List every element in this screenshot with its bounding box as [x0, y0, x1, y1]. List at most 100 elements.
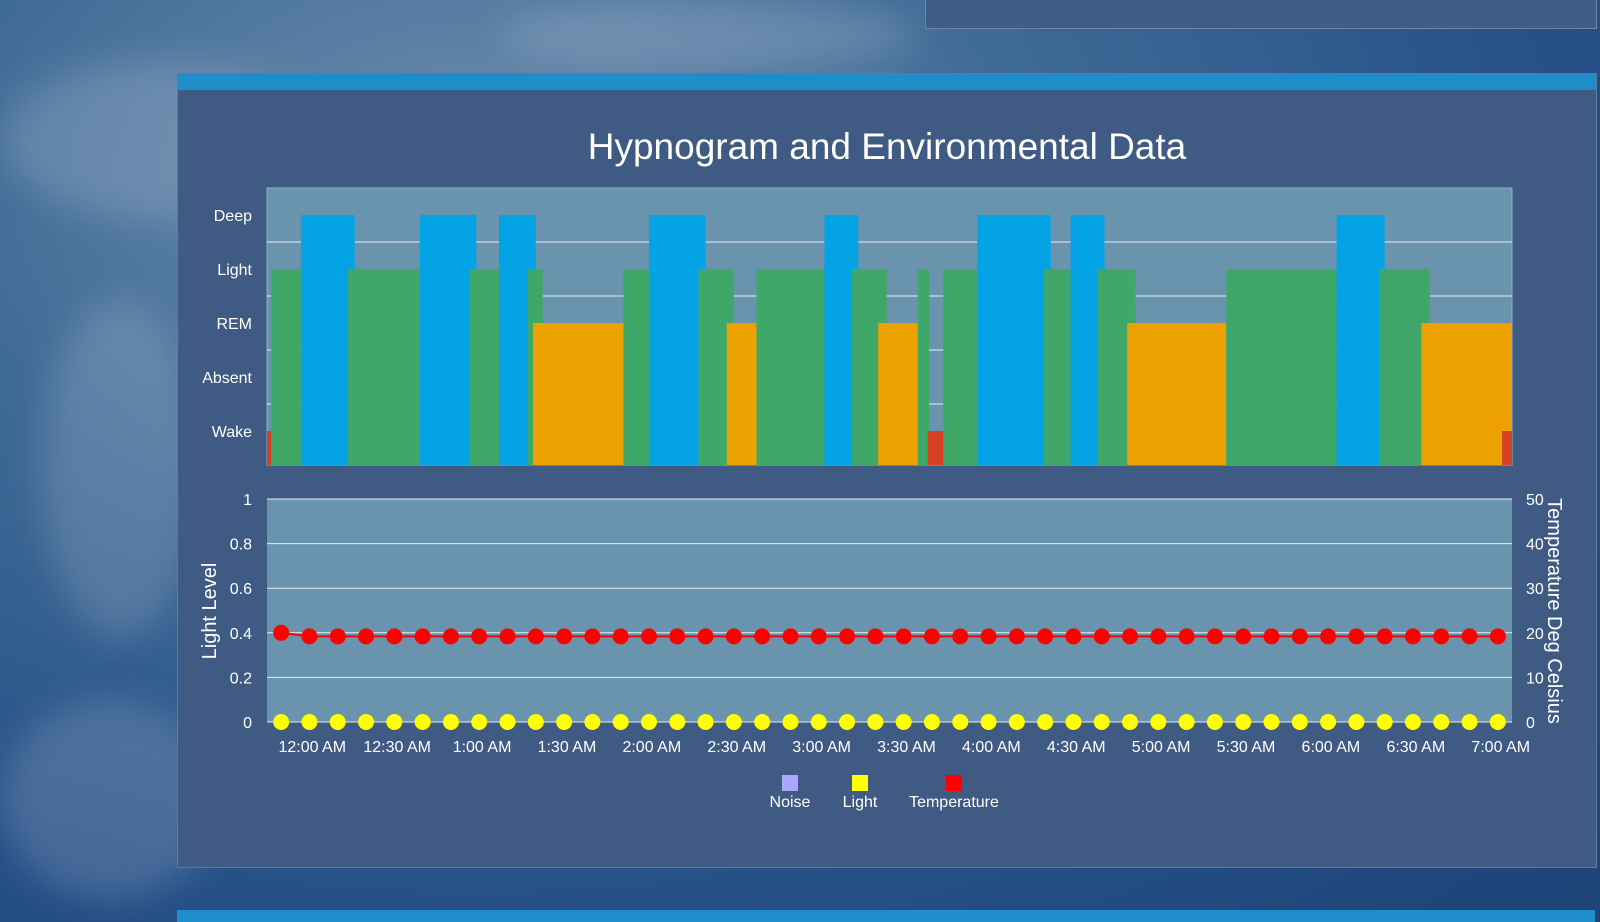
light-point[interactable]: [1206, 714, 1223, 730]
light-point[interactable]: [1461, 714, 1478, 730]
temperature-point[interactable]: [754, 628, 771, 645]
light-point[interactable]: [1320, 714, 1337, 730]
hypnogram-bar-light[interactable]: [1043, 269, 1071, 465]
hypnogram-bar-light[interactable]: [1226, 269, 1337, 465]
temperature-point[interactable]: [1150, 628, 1167, 645]
temperature-point[interactable]: [1093, 628, 1110, 645]
temperature-point[interactable]: [1404, 628, 1421, 645]
legend-noise-label[interactable]: Noise: [770, 794, 811, 811]
light-point[interactable]: [810, 714, 827, 730]
hypnogram-bar-light[interactable]: [469, 269, 500, 465]
light-point[interactable]: [754, 714, 771, 730]
light-point[interactable]: [471, 714, 488, 730]
hypnogram-bar-deep[interactable]: [977, 215, 1051, 465]
light-point[interactable]: [640, 714, 657, 730]
light-point[interactable]: [556, 714, 573, 730]
temperature-point[interactable]: [1461, 628, 1478, 645]
light-point[interactable]: [329, 714, 346, 730]
temperature-point[interactable]: [584, 628, 601, 645]
legend-light-swatch[interactable]: [852, 775, 868, 791]
hypnogram-bar-light[interactable]: [917, 269, 930, 465]
light-point[interactable]: [358, 714, 375, 730]
light-point[interactable]: [1489, 714, 1506, 730]
temperature-point[interactable]: [952, 628, 969, 645]
hypnogram-bar-deep[interactable]: [648, 215, 706, 465]
light-point[interactable]: [386, 714, 403, 730]
light-point[interactable]: [414, 714, 431, 730]
temperature-point[interactable]: [1065, 628, 1082, 645]
temperature-point[interactable]: [1037, 628, 1054, 645]
temperature-point[interactable]: [527, 628, 544, 645]
light-point[interactable]: [1291, 714, 1308, 730]
temperature-point[interactable]: [1206, 628, 1223, 645]
hypnogram-bar-deep[interactable]: [300, 215, 355, 465]
temperature-point[interactable]: [556, 628, 573, 645]
temperature-point[interactable]: [1122, 628, 1139, 645]
temperature-point[interactable]: [273, 624, 290, 641]
temperature-point[interactable]: [980, 628, 997, 645]
light-point[interactable]: [697, 714, 714, 730]
light-point[interactable]: [952, 714, 969, 730]
light-point[interactable]: [895, 714, 912, 730]
light-point[interactable]: [1122, 714, 1139, 730]
hypnogram-bar-deep[interactable]: [419, 215, 477, 465]
hypnogram-bar-rem[interactable]: [878, 323, 918, 465]
hypnogram-bar-deep[interactable]: [1336, 215, 1385, 465]
hypnogram-bar-light[interactable]: [347, 269, 420, 465]
light-point[interactable]: [499, 714, 516, 730]
temperature-point[interactable]: [329, 628, 346, 645]
temperature-point[interactable]: [1348, 628, 1365, 645]
temperature-point[interactable]: [471, 628, 488, 645]
light-point[interactable]: [1093, 714, 1110, 730]
light-point[interactable]: [839, 714, 856, 730]
temperature-point[interactable]: [810, 628, 827, 645]
hypnogram-bar-light[interactable]: [1379, 269, 1430, 465]
temperature-point[interactable]: [697, 628, 714, 645]
hypnogram-bar-light[interactable]: [756, 269, 825, 465]
light-point[interactable]: [1348, 714, 1365, 730]
light-point[interactable]: [1150, 714, 1167, 730]
temperature-point[interactable]: [1263, 628, 1280, 645]
light-point[interactable]: [725, 714, 742, 730]
legend-noise-swatch[interactable]: [782, 775, 798, 791]
temperature-point[interactable]: [612, 628, 629, 645]
legend-temperature-swatch[interactable]: [946, 775, 962, 791]
light-point[interactable]: [612, 714, 629, 730]
light-point[interactable]: [1404, 714, 1421, 730]
light-point[interactable]: [1376, 714, 1393, 730]
temperature-point[interactable]: [1376, 628, 1393, 645]
light-point[interactable]: [1037, 714, 1054, 730]
light-point[interactable]: [923, 714, 940, 730]
legend-light-label[interactable]: Light: [843, 794, 878, 811]
temperature-point[interactable]: [895, 628, 912, 645]
hypnogram-bar-light[interactable]: [623, 269, 649, 465]
temperature-point[interactable]: [867, 628, 884, 645]
light-point[interactable]: [980, 714, 997, 730]
hypnogram-bar-rem[interactable]: [532, 323, 624, 465]
light-point[interactable]: [669, 714, 686, 730]
legend-temperature-label[interactable]: Temperature: [909, 794, 999, 811]
light-point[interactable]: [301, 714, 318, 730]
temperature-point[interactable]: [301, 628, 318, 645]
light-point[interactable]: [442, 714, 459, 730]
light-point[interactable]: [273, 714, 290, 730]
light-point[interactable]: [1263, 714, 1280, 730]
light-point[interactable]: [782, 714, 799, 730]
temperature-point[interactable]: [1178, 628, 1195, 645]
temperature-point[interactable]: [386, 628, 403, 645]
hypnogram-bar-rem[interactable]: [1421, 323, 1512, 465]
temperature-point[interactable]: [499, 628, 516, 645]
temperature-point[interactable]: [1433, 628, 1450, 645]
light-point[interactable]: [1178, 714, 1195, 730]
temperature-point[interactable]: [414, 628, 431, 645]
light-point[interactable]: [584, 714, 601, 730]
hypnogram-bar-wake[interactable]: [1502, 431, 1512, 465]
light-point[interactable]: [1235, 714, 1252, 730]
light-point[interactable]: [1008, 714, 1025, 730]
light-point[interactable]: [867, 714, 884, 730]
temperature-point[interactable]: [1291, 628, 1308, 645]
temperature-point[interactable]: [358, 628, 375, 645]
light-point[interactable]: [527, 714, 544, 730]
temperature-point[interactable]: [442, 628, 459, 645]
light-point[interactable]: [1065, 714, 1082, 730]
